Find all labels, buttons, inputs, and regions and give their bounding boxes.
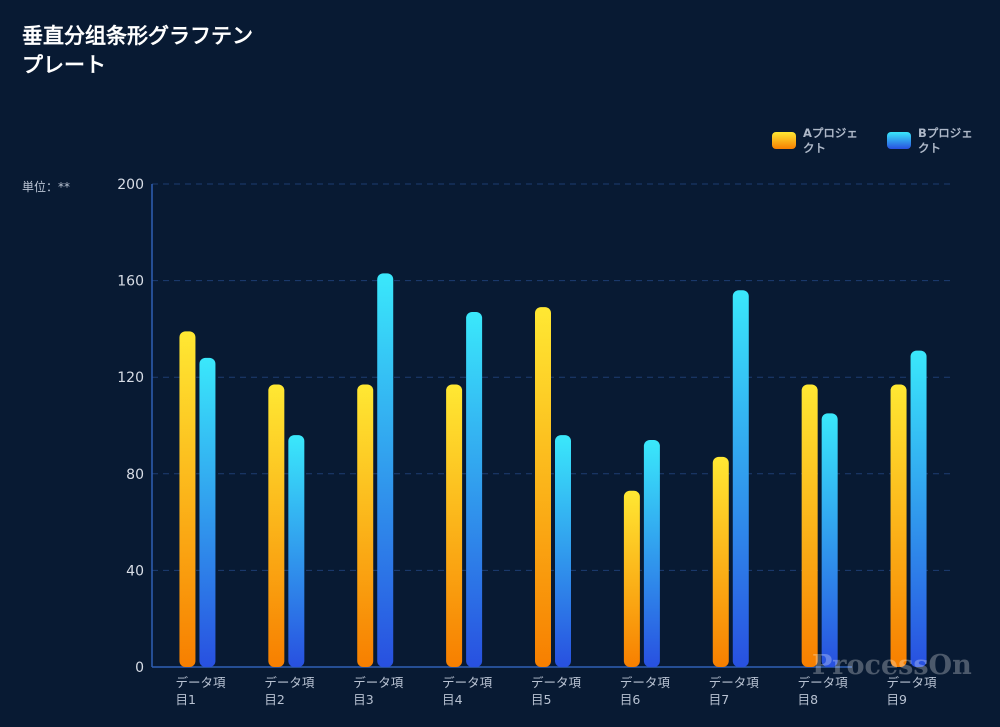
bar-a-9[interactable] <box>890 384 907 667</box>
legend-swatch-a <box>772 132 796 149</box>
x-tick-label: データ項 <box>798 675 849 690</box>
x-tick-label: 目8 <box>798 692 819 707</box>
bar-b-1[interactable] <box>199 357 216 667</box>
axes <box>151 184 852 668</box>
unit-label: 単位：** <box>22 180 71 194</box>
x-tick-label: データ項 <box>264 675 315 690</box>
x-tick-label: 目2 <box>264 692 284 707</box>
x-tick-label: 目6 <box>620 692 641 707</box>
bar-b-8[interactable] <box>821 413 838 667</box>
legend-label-b: Bプロジェ クト <box>918 126 984 156</box>
x-tick-label: データ項 <box>353 675 404 690</box>
legend-item-b[interactable]: Bプロジェ クト <box>887 126 987 166</box>
bar-a-1[interactable] <box>179 331 196 667</box>
x-tick-label: 目1 <box>175 692 195 707</box>
legend-label-b-line2: クト <box>918 141 941 155</box>
bar-b-9[interactable] <box>910 350 927 667</box>
x-tick-label: データ項 <box>442 675 493 690</box>
bar-b-4[interactable] <box>466 311 483 667</box>
bar-a-5[interactable] <box>535 307 551 667</box>
y-tick-label: 200 <box>117 177 144 193</box>
legend: Aプロジェ クト Bプロジェ クト <box>772 126 992 166</box>
bar-a-7[interactable] <box>712 456 729 667</box>
grid-lines <box>152 183 952 571</box>
bar-a-3[interactable] <box>357 384 374 667</box>
watermark-logo: ProcessOn <box>812 650 972 681</box>
y-tick-label: 160 <box>117 274 144 290</box>
bars <box>179 273 927 667</box>
x-tick-label: データ項 <box>709 675 760 690</box>
x-tick-label: 目4 <box>442 692 463 707</box>
legend-label-a-line1: Aプロジェ <box>803 126 858 140</box>
bar-a-6[interactable] <box>623 490 640 667</box>
bar-b-2[interactable] <box>288 435 305 667</box>
y-tick-label: 80 <box>126 467 144 483</box>
bar-a-4[interactable] <box>446 384 463 667</box>
bar-b-3[interactable] <box>377 273 394 667</box>
x-tick-label: データ項 <box>531 675 582 690</box>
bar-a-2[interactable] <box>268 384 285 667</box>
legend-swatch-b <box>887 132 911 149</box>
x-tick-label: データ項 <box>175 675 226 690</box>
legend-item-a[interactable]: Aプロジェ クト <box>772 126 872 166</box>
legend-label-a-line2: クト <box>803 141 826 155</box>
bar-b-5[interactable] <box>555 435 571 667</box>
bar-b-6[interactable] <box>643 439 660 667</box>
bar-a-8[interactable] <box>801 384 818 667</box>
chart-title: 垂直分组条形グラフテンプレート <box>22 24 253 77</box>
x-tick-label: データ項 <box>887 675 938 690</box>
bar-b-7[interactable] <box>732 290 749 667</box>
y-tick-label: 0 <box>135 660 144 676</box>
legend-label-b-line1: Bプロジェ <box>918 126 973 140</box>
y-tick-label: 120 <box>117 370 144 386</box>
x-tick-label: データ項 <box>620 675 671 690</box>
x-tick-label: 目3 <box>353 692 373 707</box>
x-tick-label: 目5 <box>531 692 551 707</box>
x-tick-label: 目7 <box>709 692 729 707</box>
legend-label-a: Aプロジェ クト <box>803 126 869 156</box>
x-tick-label: 目9 <box>887 692 908 707</box>
y-tick-label: 40 <box>126 563 144 579</box>
